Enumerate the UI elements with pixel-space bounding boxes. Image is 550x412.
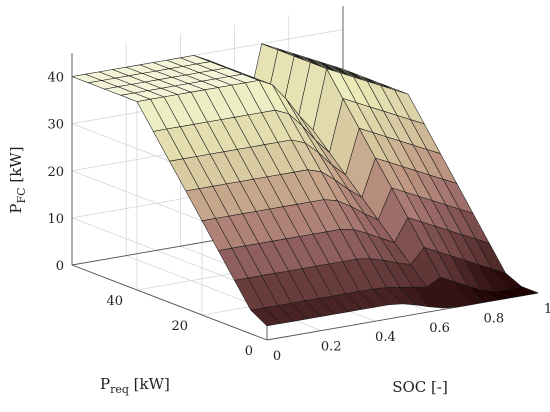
y-tick-label: 0 — [245, 344, 253, 359]
z-tick-label: 10 — [47, 212, 64, 227]
x-tick-label: 0.8 — [483, 311, 504, 326]
x-axis-label: SOC [-] — [392, 378, 448, 396]
z-axis-ticks: 0 10 20 30 40 — [47, 71, 64, 274]
x-tick-label: 1 — [544, 302, 550, 317]
z-axis-label-subscript: FC — [15, 187, 28, 203]
z-tick-label: 0 — [56, 259, 64, 274]
x-tick-label: 0 — [273, 349, 281, 364]
y-tick-label: 40 — [106, 294, 123, 309]
y-axis-label: Preq [kW] — [100, 375, 170, 396]
z-axis-label-main: P — [7, 203, 25, 213]
x-tick-label: 0.4 — [375, 330, 396, 345]
z-tick-label: 30 — [47, 118, 64, 133]
x-axis-ticks: 0 0.2 0.4 0.6 0.8 1 — [273, 302, 550, 364]
y-tick-label: 20 — [171, 319, 188, 334]
x-tick-label: 0.6 — [429, 321, 450, 336]
z-tick-label: 40 — [47, 71, 64, 86]
y-axis-label-unit: [kW] — [129, 375, 170, 393]
y-axis-ticks: 0 20 40 — [106, 294, 253, 359]
z-axis-label-unit: [kW] — [7, 146, 25, 187]
y-axis-label-main: P — [100, 375, 110, 393]
x-tick-label: 0.2 — [321, 340, 342, 355]
z-tick-label: 20 — [47, 165, 64, 180]
axis-box-edge — [71, 264, 268, 341]
y-axis-label-subscript: req — [110, 383, 129, 396]
z-axis-label: PFC [kW] — [7, 146, 28, 213]
surface-mesh — [71, 43, 539, 327]
surface-facet — [507, 286, 539, 296]
